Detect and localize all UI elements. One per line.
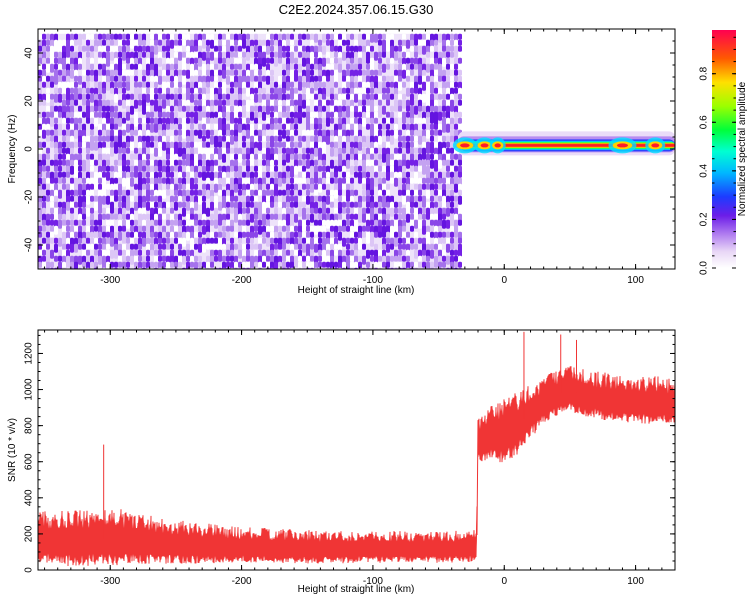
snr-y-label: SNR (10 * v/v) [7, 418, 18, 482]
snr-spikes [103, 331, 577, 540]
snr-x-label: Height of straight line (km) [298, 584, 415, 595]
snr-x-tick-label: -300 [100, 576, 120, 587]
spectrogram-x-tick-label: -100 [363, 275, 383, 286]
snr-y-tick-label: 600 [24, 453, 35, 470]
spectrogram-y-tick-label: -20 [24, 189, 35, 204]
snr-x-tick-label: -200 [232, 576, 252, 587]
colorbar-label: Normalized spectral amplitude [737, 81, 748, 216]
spectrogram-x-tick-label: -300 [100, 275, 120, 286]
snr-y-tick-label: 200 [24, 525, 35, 542]
snr-x-tick-label: -100 [363, 576, 383, 587]
snr-y-tick-label: 1200 [24, 342, 35, 365]
spectrogram-y-label: Frequency (Hz) [7, 115, 18, 184]
colorbar-tick-label: 0.6 [699, 115, 710, 129]
snr-axes-frame [37, 329, 676, 571]
spectrogram-y-tick-label: 20 [24, 95, 35, 107]
colorbar-ticks: 0.0 0.2 0.4 0.6 0.8 [699, 36, 736, 275]
colorbar-tick-label: 0.0 [699, 261, 710, 275]
snr-x-tick-label: 100 [627, 576, 644, 587]
spectrogram-y-tick-label: 40 [24, 47, 35, 59]
signal-band [452, 131, 675, 156]
spectrogram-x-label: Height of straight line (km) [298, 285, 415, 296]
figure-title: C2E2.2024.357.06.15.G30 [279, 2, 434, 17]
spectrogram-y-tick-label: -40 [24, 237, 35, 252]
colorbar: 0.0 0.2 0.4 0.6 0.8 Normalized spectral ampl… [699, 30, 748, 275]
snr-series-line [38, 366, 675, 567]
colorbar-tick-label: 0.4 [699, 163, 710, 177]
spectrogram-x-tick-label: 100 [627, 275, 644, 286]
snr-x-tick-label: 0 [501, 576, 507, 587]
spectrogram-y-tick-label: 0 [24, 146, 35, 152]
colorbar-tick-label: 0.8 [699, 66, 710, 80]
colorbar-gradient [712, 30, 736, 268]
noise-texture [38, 33, 462, 269]
snr-y-tick-label: 800 [24, 417, 35, 434]
colorbar-tick-label: 0.2 [699, 212, 710, 226]
snr-y-tick-label: 400 [24, 489, 35, 506]
snr-y-tick-label: 1000 [24, 378, 35, 401]
snr-y-tick-label: 0 [24, 567, 35, 573]
spectrogram-x-tick-label: 0 [501, 275, 507, 286]
spectrogram-x-tick-label: -200 [232, 275, 252, 286]
